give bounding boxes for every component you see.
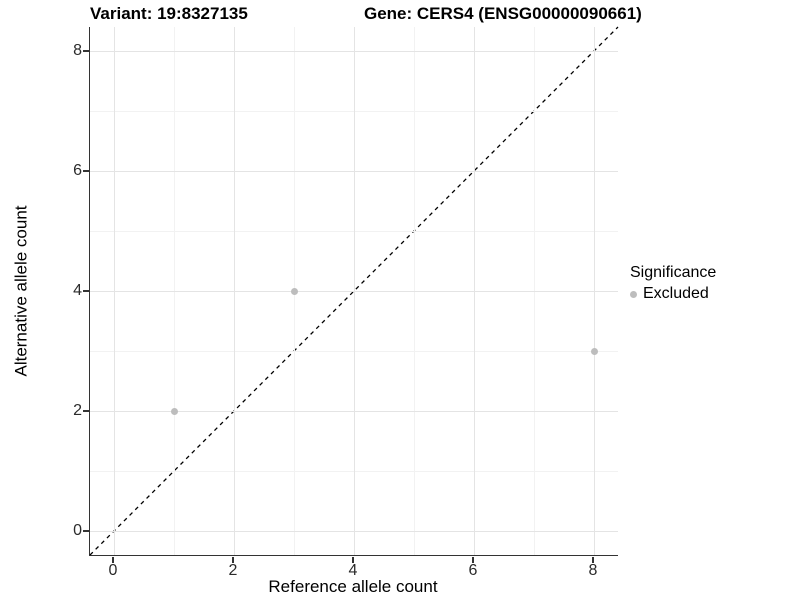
- legend: Significance Excluded: [630, 264, 716, 303]
- x-tick-label: 8: [588, 562, 598, 579]
- y-tick-mark: [83, 170, 89, 172]
- x-tick-mark: [352, 556, 354, 563]
- legend-title: Significance: [630, 264, 717, 281]
- major-gridline-y: [90, 170, 618, 172]
- y-tick-mark: [83, 290, 89, 292]
- plot-title-variant: Variant: 19:8327135: [90, 4, 248, 23]
- x-axis-title: Reference allele count: [268, 577, 438, 596]
- x-tick-mark: [592, 556, 594, 563]
- x-tick-mark: [472, 556, 474, 563]
- data-point: [170, 407, 178, 415]
- legend-item: Excluded: [630, 285, 716, 303]
- plot-panel: [89, 26, 619, 556]
- y-tick-label: 6: [73, 162, 82, 179]
- y-tick-mark: [83, 530, 89, 532]
- major-gridline-y: [90, 50, 618, 52]
- y-tick-mark: [83, 410, 89, 412]
- major-gridline-y: [90, 290, 618, 292]
- data-point: [590, 347, 598, 355]
- y-tick-label: 0: [73, 522, 82, 539]
- data-point: [290, 287, 298, 295]
- x-tick-label: 6: [468, 562, 478, 579]
- x-tick-mark: [232, 556, 234, 563]
- y-tick-label: 4: [73, 282, 82, 299]
- legend-items: Excluded: [630, 285, 716, 303]
- x-tick-label: 4: [348, 562, 358, 579]
- major-gridline-y: [90, 410, 618, 412]
- y-tick-label: 8: [73, 42, 82, 59]
- plot-title-gene: Gene: CERS4 (ENSG00000090661): [364, 4, 642, 23]
- y-tick-label: 2: [73, 402, 82, 419]
- y-axis-title: Alternative allele count: [12, 205, 32, 377]
- y-axis-title-box: Alternative allele count: [4, 27, 40, 555]
- x-tick-label: 2: [228, 562, 238, 579]
- x-tick-label: 0: [108, 562, 118, 579]
- y-tick-mark: [83, 50, 89, 52]
- x-tick-mark: [112, 556, 114, 563]
- legend-item-label: Excluded: [643, 285, 709, 302]
- legend-key-dot: [630, 290, 637, 298]
- major-gridline-y: [90, 530, 618, 532]
